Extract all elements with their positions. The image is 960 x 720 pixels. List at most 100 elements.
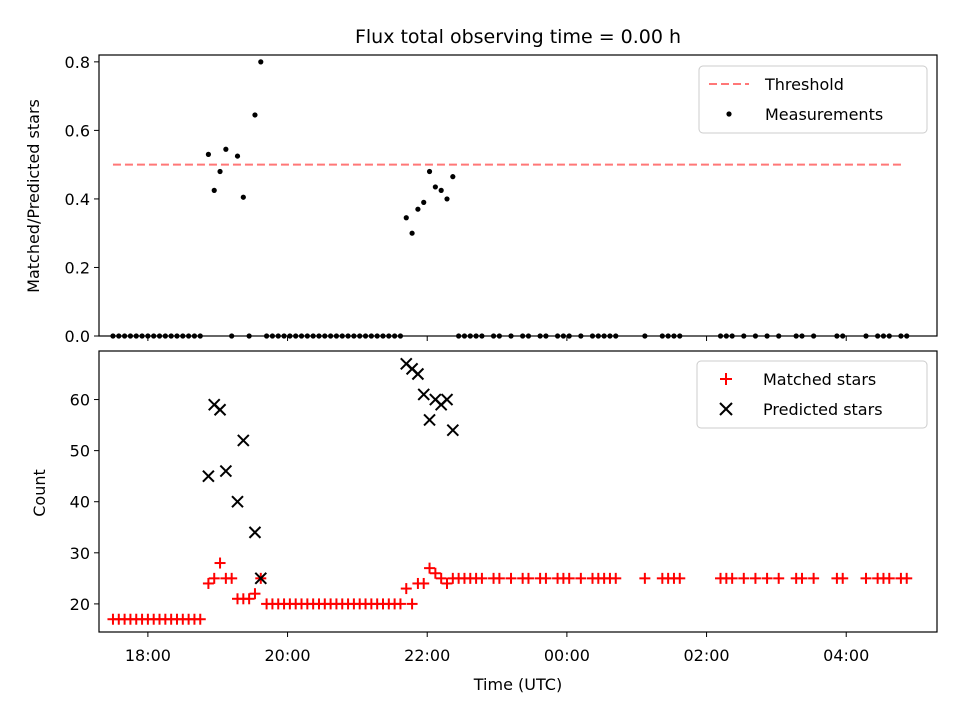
predicted-legend-swatch — [719, 402, 733, 416]
predicted-star-marker — [237, 434, 250, 447]
measurement-point — [223, 146, 229, 152]
ratio-y-tick-label: 0.4 — [65, 190, 90, 209]
measurements-legend-swatch — [726, 111, 732, 117]
x-tick-label: 20:00 — [264, 646, 310, 665]
matched-star-marker — [424, 562, 436, 574]
matched-star-marker — [429, 567, 441, 579]
predicted-star-marker — [219, 464, 233, 478]
matched-star-marker — [406, 598, 418, 610]
count-y-tick-label: 60 — [70, 391, 90, 410]
matched-star-marker — [493, 572, 505, 584]
measurement-point — [409, 230, 415, 236]
measurement-point — [205, 151, 212, 157]
predicted-star-marker — [440, 393, 454, 406]
measurement-point — [438, 187, 444, 193]
matched-star-marker — [540, 572, 552, 584]
measurement-point — [211, 187, 217, 193]
matched-star-marker — [639, 572, 651, 584]
matched-star-marker — [749, 572, 761, 584]
measurement-point — [252, 112, 258, 118]
matched-star-marker — [505, 572, 517, 584]
matched-star-marker — [435, 572, 447, 584]
predicted-star-marker — [231, 495, 244, 508]
predicted-star-marker — [248, 526, 262, 539]
matched-star-marker — [575, 572, 587, 584]
measurement-point — [403, 215, 409, 221]
matched-star-marker — [243, 593, 255, 605]
count-y-tick-label: 50 — [70, 442, 90, 461]
ratio-y-tick-label: 0.2 — [65, 258, 90, 277]
ratio-y-tick-label: 0.6 — [65, 121, 90, 140]
measurement-point — [444, 196, 450, 202]
x-tick-label: 04:00 — [823, 646, 869, 665]
count-legend: Matched stars Predicted stars — [696, 360, 928, 429]
matched-star-marker — [476, 572, 488, 584]
matched-star-marker — [883, 572, 895, 584]
ratio-legend-box — [698, 65, 928, 134]
matched-star-marker — [441, 577, 453, 589]
predicted-star-marker — [446, 423, 460, 437]
matched-star-marker — [522, 572, 534, 584]
count-y-tick-label: 30 — [70, 544, 90, 563]
predicted-star-marker — [202, 469, 215, 483]
matched-star-marker — [674, 572, 686, 584]
count-points-layer — [107, 357, 913, 625]
measurement-point — [234, 153, 241, 159]
matched-star-marker — [214, 557, 226, 569]
x-axis-label: Time (UTC) — [473, 675, 562, 694]
matched-star-marker — [400, 583, 412, 595]
x-tick-label: 18:00 — [125, 646, 171, 665]
predicted-legend-label: Predicted stars — [763, 400, 883, 419]
measurement-point — [421, 199, 427, 205]
predicted-star-marker — [417, 388, 430, 401]
x-tick-label: 02:00 — [683, 646, 729, 665]
measurements-legend-label: Measurements — [765, 105, 883, 124]
matched-star-marker — [901, 572, 913, 584]
x-tick-label: 22:00 — [404, 646, 450, 665]
measurement-point — [240, 194, 246, 200]
measurement-point — [217, 168, 223, 175]
matched-star-marker — [208, 572, 220, 584]
matched-star-marker — [249, 588, 261, 600]
matched-star-marker — [761, 572, 773, 584]
matched-legend-label: Matched stars — [763, 370, 876, 389]
ratio-panel: Flux total observing time = 0.00 h Match… — [24, 26, 938, 346]
count-x-ticks: 18:00 20:00 22:00 00:00 02:00 04:00 — [125, 632, 869, 665]
matched-star-marker — [860, 572, 872, 584]
ratio-x-ticks — [147, 336, 847, 341]
matched-star-marker — [418, 577, 430, 589]
chart-title: Flux total observing time = 0.00 h — [355, 26, 681, 48]
ratio-y-ticks: 0.0 0.2 0.4 0.6 0.8 — [65, 53, 99, 346]
predicted-star-marker — [254, 572, 267, 585]
measurement-point — [450, 174, 456, 180]
matched-star-marker — [726, 572, 738, 584]
predicted-star-marker — [213, 403, 227, 416]
measurement-point — [415, 206, 421, 212]
count-y-tick-label: 40 — [70, 493, 90, 512]
x-tick-label: 00:00 — [544, 646, 590, 665]
count-panel-frame — [98, 350, 938, 633]
measurement-point — [258, 59, 264, 65]
matched-star-marker — [194, 613, 206, 625]
ratio-legend: Threshold Measurements — [698, 65, 928, 134]
threshold-legend-label: Threshold — [764, 75, 844, 94]
matched-star-marker — [808, 572, 820, 584]
count-panel: Count Time (UTC) 20 30 40 50 60 18:00 20:00 22… — [30, 350, 938, 694]
matched-star-marker — [837, 572, 849, 584]
matched-star-marker — [773, 572, 785, 584]
matched-star-marker — [610, 572, 622, 584]
predicted-star-marker — [423, 413, 436, 427]
predicted-star-marker — [411, 367, 425, 381]
measurement-point — [426, 168, 433, 175]
matched-star-marker — [563, 572, 575, 584]
count-y-ticks: 20 30 40 50 60 — [70, 391, 99, 614]
matched-star-marker — [796, 572, 808, 584]
ratio-y-axis-label: Matched/Predicted stars — [24, 99, 43, 293]
measurement-point — [432, 184, 438, 190]
count-y-tick-label: 20 — [70, 595, 90, 614]
count-y-axis-label: Count — [30, 469, 49, 517]
ratio-y-tick-label: 0.8 — [65, 53, 90, 72]
matched-star-marker — [738, 572, 750, 584]
matched-star-marker — [226, 572, 238, 584]
matched-legend-swatch — [720, 373, 732, 385]
